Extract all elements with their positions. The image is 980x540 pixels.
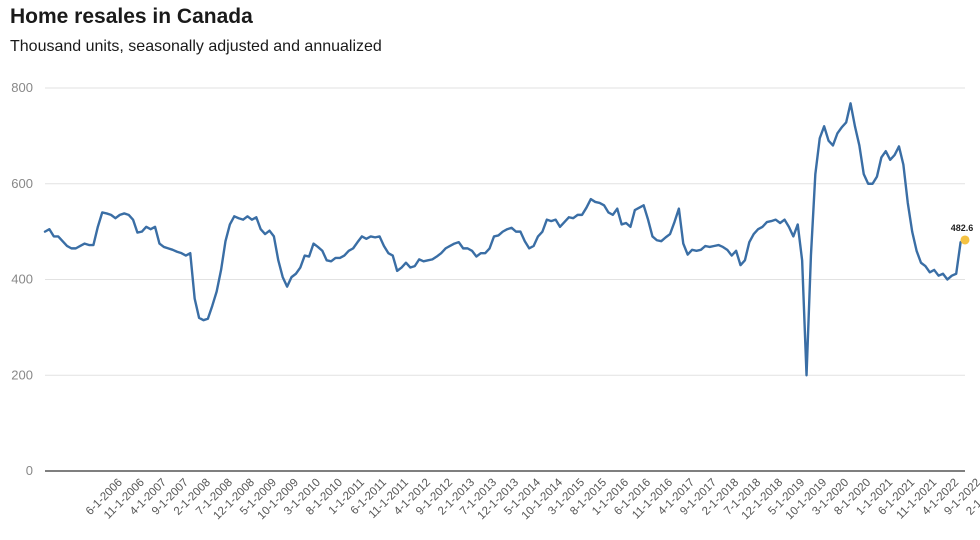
y-tick-label: 600 — [11, 176, 33, 191]
chart-title: Home resales in Canada — [10, 5, 253, 28]
gridlines — [45, 87, 965, 472]
last-point-marker — [960, 235, 970, 245]
series-layer — [43, 102, 967, 377]
x-axis-ticks: 1-1-20…6-1-200611-1-20064-1-20079-1-2007… — [84, 476, 980, 522]
y-tick-label: 200 — [11, 367, 33, 382]
last-value-label: 482.6 — [951, 223, 974, 233]
y-tick-label: 800 — [11, 80, 33, 95]
y-axis-ticks: 0 200 400 600 800 — [11, 80, 33, 478]
annotation-layer: 482.6 — [951, 223, 974, 245]
y-tick-label: 0 — [26, 463, 33, 478]
chart-subtitle: Thousand units, seasonally adjusted and … — [10, 38, 382, 55]
series-line — [43, 102, 967, 377]
y-tick-label: 400 — [11, 272, 33, 287]
